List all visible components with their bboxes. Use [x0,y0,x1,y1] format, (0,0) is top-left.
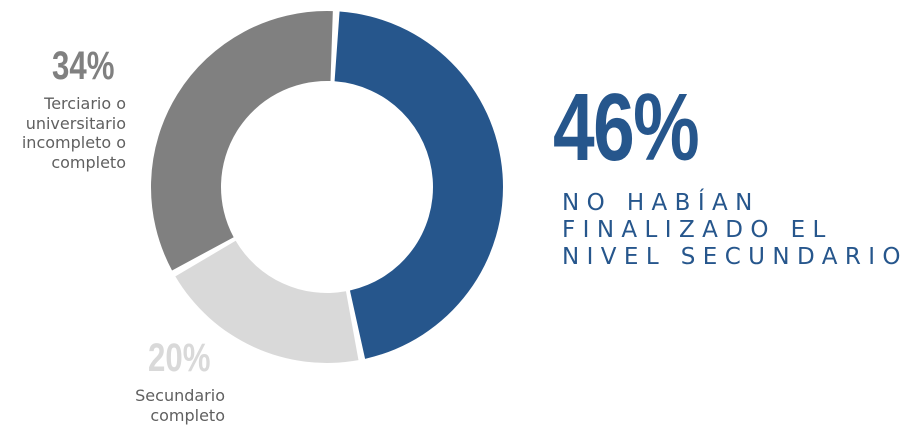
main-description-line: FINALIZADO EL [562,217,833,243]
secondary-description-line: Secundario [135,386,225,405]
main-description-line: NO HABÍAN [562,190,760,216]
secondary-description: Secundario completo [135,386,225,425]
tertiary-description-line: incompleto o [21,133,126,152]
tertiary-description-line: Terciario o [44,94,126,113]
main-description: NO HABÍAN FINALIZADO EL NIVEL SECUNDARIO [562,190,908,271]
main-percentage: 46% [553,74,700,181]
slice-no-secundario [334,11,503,359]
tertiary-percentage: 34% [52,44,115,88]
secondary-percentage: 20% [148,336,211,380]
main-description-line: NIVEL SECUNDARIO [562,244,908,270]
secondary-description-line: completo [150,405,225,425]
tertiary-description-line: completo [51,152,126,172]
tertiary-description-line: universitario [25,113,126,133]
slice-secundario-completo [175,240,359,363]
slice-terciario-universitario [151,10,333,271]
tertiary-description: Terciario o universitario incompleto o c… [22,94,126,172]
